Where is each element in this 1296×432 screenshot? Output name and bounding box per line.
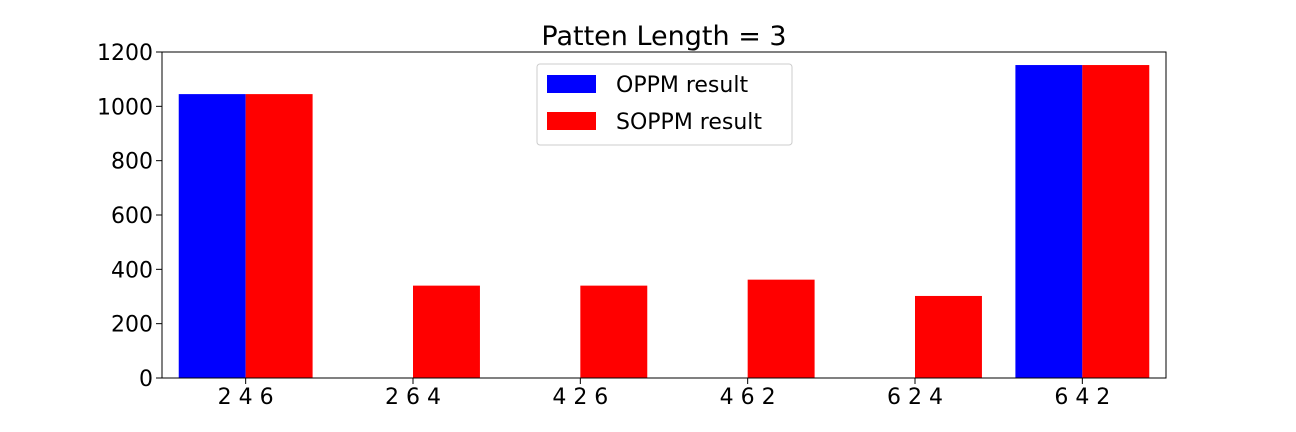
- x-tick-label: 2 4 6: [218, 385, 274, 410]
- x-tick-label: 2 6 4: [385, 385, 441, 410]
- bar-oppm-5: [1015, 65, 1083, 378]
- y-tick-label: 1200: [97, 41, 153, 66]
- bar-soppm-0: [245, 94, 313, 378]
- bar-soppm-3: [747, 279, 815, 378]
- x-axis: 2 4 6 2 6 4 4 2 6 4 6 2 6 2 4 6 4 2: [218, 378, 1110, 410]
- bar-soppm-2: [580, 285, 648, 378]
- y-tick-label: 600: [111, 204, 153, 229]
- legend-swatch-oppm: [547, 75, 596, 93]
- x-tick-label: 6 2 4: [887, 385, 943, 410]
- legend-label-oppm: OPPM result: [616, 73, 748, 98]
- x-tick-label: 4 6 2: [720, 385, 776, 410]
- x-tick-label: 4 2 6: [552, 385, 608, 410]
- y-tick-label: 200: [111, 313, 153, 338]
- legend-box: [536, 63, 793, 146]
- y-tick-label: 400: [111, 258, 153, 283]
- y-tick-label: 800: [111, 150, 153, 175]
- bar-oppm-0: [178, 94, 246, 378]
- legend-label-soppm: SOPPM result: [616, 110, 762, 135]
- x-tick-label: 6 4 2: [1054, 385, 1110, 410]
- legend-swatch-soppm: [547, 112, 596, 130]
- bar-soppm-5: [1082, 65, 1150, 378]
- y-axis: 0 200 400 600 800 1000 1200: [97, 41, 162, 392]
- y-tick-label: 0: [139, 367, 153, 392]
- y-tick-label: 1000: [97, 95, 153, 120]
- bars-group: [178, 65, 1150, 378]
- bar-soppm-1: [413, 285, 480, 378]
- bar-soppm-4: [915, 295, 982, 378]
- chart-title: Patten Length = 3: [541, 21, 786, 52]
- legend: OPPM result SOPPM result: [536, 63, 793, 146]
